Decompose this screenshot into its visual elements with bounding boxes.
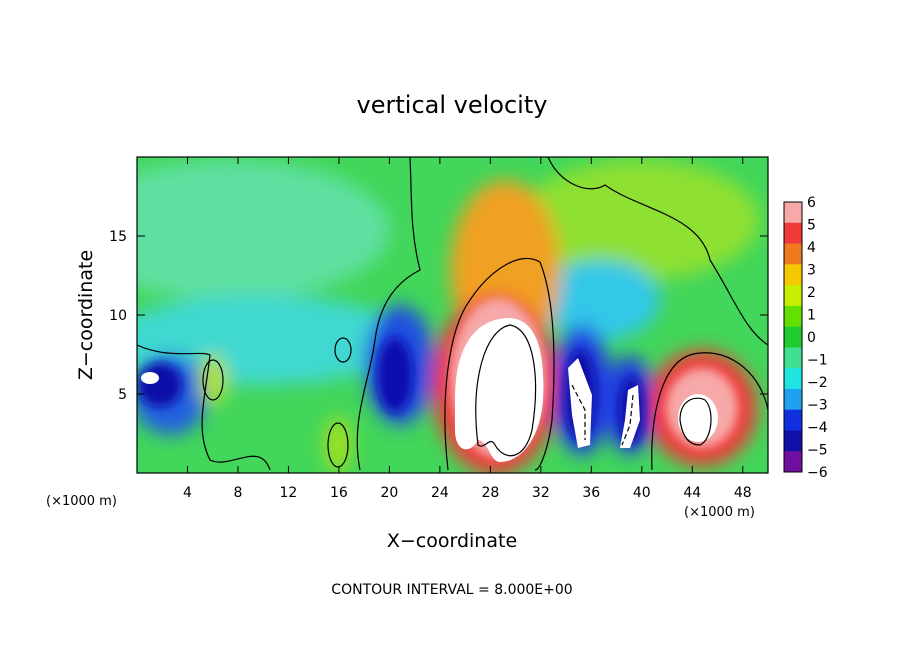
x-tick-label: 12 — [280, 485, 298, 501]
chart-title: vertical velocity — [357, 91, 548, 119]
contour-lines — [137, 157, 768, 471]
x-tick-label: 20 — [380, 485, 398, 501]
colorbar-swatch — [784, 285, 802, 307]
colorbar-tick-label: −6 — [807, 465, 828, 481]
x-unit-left: (×1000 m) — [46, 494, 117, 509]
x-tick-label: 32 — [532, 485, 550, 501]
colorbar-swatch — [784, 264, 802, 286]
upper-right-green-field — [520, 160, 760, 280]
contour-small-x14 — [334, 337, 352, 363]
contour-left-region — [137, 344, 271, 471]
colorbar-swatch — [784, 305, 802, 328]
colorbar-tick-label: 5 — [807, 218, 816, 234]
colorbar-swatch — [784, 222, 802, 245]
colorbar-swatch — [784, 368, 802, 390]
colorbar-tick-label: −2 — [807, 375, 828, 391]
heatmap-field — [137, 157, 768, 473]
colorbar-swatch — [784, 202, 802, 224]
y-tick-label: 10 — [109, 308, 127, 324]
colorbar-tick-label: 3 — [807, 263, 816, 279]
colorbar: 6 5 4 3 2 1 0 −1 −2 −3 −4 −5 −6 — [783, 195, 828, 481]
x-tick-label: 24 — [431, 485, 449, 501]
x-tick-label: 36 — [582, 485, 600, 501]
y-axis-label: Z−coordinate — [75, 250, 97, 380]
colorbar-frame — [783, 201, 803, 473]
colorbar-swatch — [784, 430, 802, 452]
colorbar-tick-label: 2 — [807, 285, 816, 301]
downdraft-35-white-core — [568, 358, 592, 448]
colorbar-swatch — [784, 243, 802, 265]
right-cyan-band — [540, 260, 660, 340]
colorbar-swatch — [784, 347, 802, 369]
y-tick-label: 15 — [109, 229, 127, 245]
colorbar-tick-label: −3 — [807, 398, 828, 414]
colorbar-swatch — [784, 388, 802, 411]
x-tick-label: 28 — [481, 485, 499, 501]
x-tick-label: 40 — [633, 485, 651, 501]
x-tick-label: 44 — [683, 485, 701, 501]
contour-updraft-28-inner — [475, 324, 537, 457]
saturated-cores — [141, 318, 718, 462]
colorbar-tick-label: 0 — [807, 330, 816, 346]
contour-small-x6 — [202, 359, 224, 401]
contour-downdraft-39 — [621, 394, 634, 446]
contour-updraft-28 — [444, 257, 555, 471]
y-tick-label: 5 — [118, 387, 127, 403]
contour-small-x16 — [327, 422, 349, 468]
left-downdraft-white-core — [141, 372, 159, 384]
contour-upper-middle — [356, 157, 421, 471]
colorbar-tick-label: 4 — [807, 240, 816, 256]
colorbar-tick-label: −4 — [807, 420, 828, 436]
updraft-28-white-core — [455, 318, 544, 462]
small-updraft-x16 — [324, 417, 352, 473]
colorbar-tick-label: −1 — [807, 353, 828, 369]
downdraft-20-core — [377, 337, 413, 413]
x-tick-label: 8 — [233, 485, 242, 501]
x-tick-label: 48 — [734, 485, 752, 501]
contour-interval-note: CONTOUR INTERVAL = 8.000E+00 — [331, 582, 572, 598]
colorbar-swatch — [784, 409, 802, 431]
colorbar-tick-label: 1 — [807, 308, 816, 324]
downdraft-39-white-core — [620, 385, 640, 448]
contour-downdraft-35 — [571, 384, 586, 440]
contour-updraft-44 — [651, 352, 768, 471]
colorbar-swatch — [784, 326, 802, 348]
y-axis-ticks: 5 10 15 — [109, 229, 768, 403]
upper-left-light-field — [137, 160, 390, 300]
x-tick-label: 4 — [183, 485, 192, 501]
left-downdraft-core — [138, 363, 182, 407]
contour-upper-right — [547, 157, 768, 346]
contour-updraft-44-inner — [679, 397, 712, 446]
colorbar-swatch — [784, 451, 802, 473]
x-axis-label: X−coordinate — [387, 530, 517, 552]
x-unit-right: (×1000 m) — [684, 505, 755, 520]
colorbar-tick-label: −5 — [807, 443, 828, 459]
updraft-44-white-core — [678, 394, 718, 442]
colorbar-tick-label: 6 — [807, 195, 816, 211]
x-tick-label: 16 — [330, 485, 348, 501]
x-axis-ticks: 4 8 12 16 20 24 28 32 36 40 44 48 — [183, 157, 752, 501]
